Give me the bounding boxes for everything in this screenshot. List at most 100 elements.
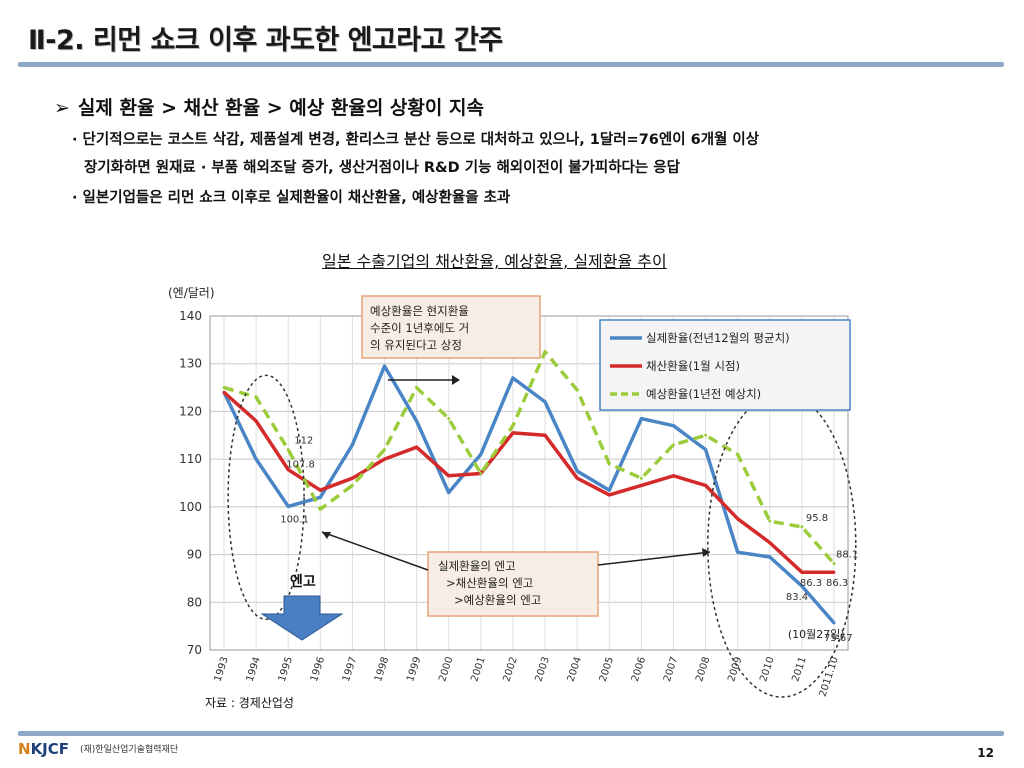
headline-text: 실제 환율 > 채산 환율 > 예상 환율의 상황이 지속 xyxy=(77,97,484,119)
expected-note-line: 예상환율은 현지환율 xyxy=(370,304,469,318)
data-point-actual xyxy=(254,457,258,461)
x-tick-label: 2009 xyxy=(726,656,744,684)
expected-note-line: 수준이 1년후에도 거 xyxy=(370,321,469,335)
x-tick-label: 2003 xyxy=(534,656,552,684)
data-point-actual xyxy=(832,621,836,625)
down-arrow-icon xyxy=(260,595,344,641)
x-tick-label: 2008 xyxy=(694,656,712,684)
data-label: 95.8 xyxy=(806,513,828,524)
data-point-actual xyxy=(639,417,643,421)
data-point-expected xyxy=(671,443,675,447)
data-point-expected xyxy=(639,476,643,480)
data-label: 112 xyxy=(294,436,313,447)
data-point-actual xyxy=(800,584,804,588)
data-point-actual xyxy=(479,452,483,456)
data-point-breakeven xyxy=(800,570,804,574)
data-point-breakeven xyxy=(447,474,451,478)
data-point-expected xyxy=(575,388,579,392)
data-point-expected xyxy=(511,424,515,428)
data-point-actual xyxy=(704,448,708,452)
data-point-actual xyxy=(736,550,740,554)
yen-strength-note-line: >채산환율의 엔고 xyxy=(446,576,533,590)
bullet-1-cont: 장기화하면 원재료 · 부품 해외조달 증가, 생산거점이나 R&D 기능 해외… xyxy=(84,160,680,176)
expected-note-line: 의 유지된다고 상정 xyxy=(370,338,462,352)
data-point-expected xyxy=(447,417,451,421)
yen-strength-note-line: 실제환율의 엔고 xyxy=(438,559,516,573)
data-point-breakeven xyxy=(222,390,226,394)
y-tick-label: 100 xyxy=(179,500,202,514)
y-tick-label: 80 xyxy=(187,595,202,609)
data-point-expected xyxy=(415,386,419,390)
data-point-expected xyxy=(607,462,611,466)
x-tick-label: 2011 xyxy=(790,656,808,684)
data-point-actual xyxy=(286,504,290,508)
data-point-breakeven xyxy=(286,468,290,472)
page-number: 12 xyxy=(977,746,994,760)
data-point-expected xyxy=(832,562,836,566)
data-point-expected xyxy=(350,483,354,487)
footer-logo: NKJCF xyxy=(18,740,69,758)
data-label: 107.8 xyxy=(286,460,315,471)
data-point-breakeven xyxy=(511,431,515,435)
data-point-breakeven xyxy=(543,433,547,437)
x-tick-label: 1999 xyxy=(405,656,423,684)
data-label: 88.1 xyxy=(836,550,858,561)
top-divider xyxy=(18,62,1004,67)
data-point-breakeven xyxy=(704,483,708,487)
data-point-expected xyxy=(318,507,322,511)
data-point-actual xyxy=(607,488,611,492)
data-point-breakeven xyxy=(383,457,387,461)
data-point-actual xyxy=(350,443,354,447)
data-point-breakeven xyxy=(736,517,740,521)
data-point-breakeven xyxy=(639,483,643,487)
yen-strength-note-line: >예상환율의 엔고 xyxy=(454,593,541,607)
bottom-divider xyxy=(18,731,1004,736)
y-tick-label: 130 xyxy=(179,357,202,371)
x-tick-label: 2004 xyxy=(566,656,584,684)
oct-note: (10월27일) xyxy=(788,627,845,641)
yen-strength-label: 엔고 xyxy=(290,573,316,590)
highlight-ellipse-left xyxy=(227,374,305,621)
data-label: 100.1 xyxy=(280,514,309,525)
y-tick-label: 120 xyxy=(179,404,202,418)
arrow-head-icon xyxy=(322,532,331,539)
x-tick-label: 2005 xyxy=(598,656,616,684)
x-tick-label: 1997 xyxy=(341,656,359,684)
data-point-breakeven xyxy=(832,570,836,574)
data-point-expected xyxy=(543,350,547,354)
data-point-actual xyxy=(383,364,387,368)
y-tick-label: 140 xyxy=(179,309,202,323)
bullet-1: · 단기적으로는 코스트 삭감, 제품설계 변경, 환리스크 분산 등으로 대처… xyxy=(72,132,760,148)
data-point-actual xyxy=(447,491,451,495)
data-point-expected xyxy=(383,448,387,452)
yen-note-arrow-left xyxy=(321,531,429,571)
data-point-breakeven xyxy=(768,541,772,545)
x-tick-label: 1998 xyxy=(373,656,391,684)
footer-logo-text: KJCF xyxy=(30,740,70,758)
legend-label: 채산환율(1월 시점) xyxy=(646,359,740,373)
data-label: 75.67 xyxy=(824,633,853,644)
data-label: 86.3 xyxy=(826,578,848,589)
data-point-breakeven xyxy=(575,476,579,480)
data-label: 83.4 xyxy=(786,592,808,603)
source-note: 자료 : 경제산업성 xyxy=(205,696,294,710)
page-title: Ⅱ-2. 리먼 쇼크 이후 과도한 엔고라고 간주 xyxy=(28,25,503,56)
x-tick-label: 1994 xyxy=(245,656,263,684)
data-point-expected xyxy=(222,386,226,390)
x-tick-label: 1996 xyxy=(309,656,327,684)
data-point-expected xyxy=(800,525,804,529)
x-tick-label: 2010 xyxy=(758,656,776,684)
yen-strength-note-box xyxy=(427,551,599,617)
arrow-bullet-icon: ➢ xyxy=(54,97,70,119)
data-point-actual xyxy=(575,469,579,473)
data-point-expected xyxy=(736,452,740,456)
series-line-expected xyxy=(223,350,836,565)
legend-label: 예상환율(1년전 예상치) xyxy=(646,387,761,401)
data-point-breakeven xyxy=(254,419,258,423)
x-tick-label: 1993 xyxy=(213,656,231,684)
x-tick-label: 2007 xyxy=(662,656,680,684)
bullet-2: · 일본기업들은 리먼 쇼크 이후로 실제환율이 채산환율, 예상환율을 초과 xyxy=(72,190,511,206)
data-point-breakeven xyxy=(415,445,419,449)
y-tick-label: 90 xyxy=(187,548,202,562)
